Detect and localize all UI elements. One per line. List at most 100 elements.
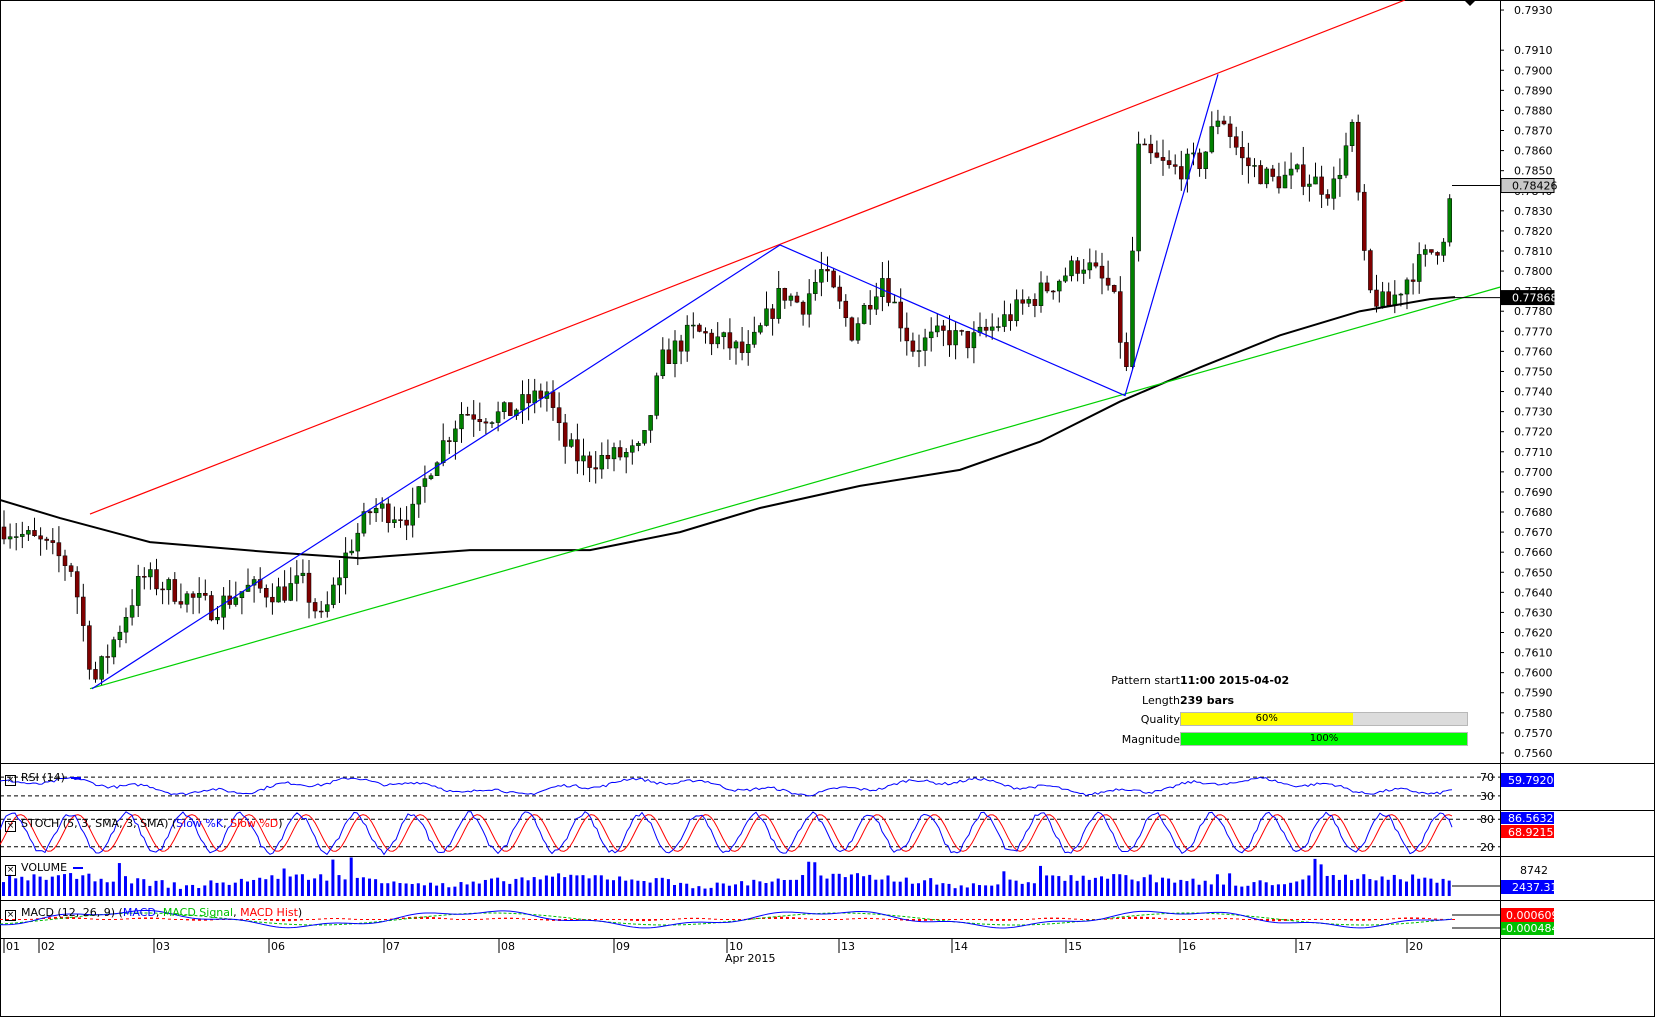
macd-hist-bar bbox=[36, 918, 39, 920]
volume-bar bbox=[258, 877, 262, 896]
candle-body bbox=[1368, 250, 1373, 291]
candle-body bbox=[1032, 299, 1038, 306]
rsi-label: RSI (14) bbox=[21, 771, 65, 784]
volume-bar bbox=[593, 875, 597, 896]
volume-bar bbox=[209, 880, 213, 896]
macd-hist-bar bbox=[930, 919, 933, 921]
candle-body bbox=[843, 300, 849, 319]
volume-bar bbox=[325, 880, 329, 896]
volume-bar bbox=[1124, 875, 1128, 896]
volume-bar bbox=[1234, 885, 1238, 896]
volume-bar bbox=[1002, 871, 1006, 896]
volume-bar bbox=[965, 887, 969, 896]
volume-max-label: 8742 bbox=[1520, 864, 1548, 877]
volume-bar bbox=[868, 874, 872, 896]
candle-body bbox=[294, 575, 300, 584]
macd-hist-bar bbox=[396, 918, 399, 920]
candle-body bbox=[1221, 120, 1227, 125]
volume-bar bbox=[227, 884, 231, 896]
candle-body bbox=[282, 586, 287, 601]
macd-hist-bar bbox=[870, 917, 873, 919]
price-tick-label: 0.7800 bbox=[1514, 265, 1553, 278]
macd-hist-bar bbox=[858, 917, 861, 919]
volume-bar bbox=[904, 877, 908, 896]
stoch-pane-title: × STOCH (5, 3, SMA, 3, SMA) (Slow %K, Slo… bbox=[5, 817, 283, 832]
rsi-value-box bbox=[1501, 773, 1554, 787]
candle-body bbox=[1276, 176, 1282, 189]
macd-hist-bar bbox=[1356, 919, 1359, 921]
candle-body bbox=[1209, 126, 1215, 153]
macd-hist-bar bbox=[1398, 917, 1401, 919]
candle-body bbox=[1154, 152, 1160, 158]
volume-bar bbox=[801, 875, 805, 896]
macd-hist-bar bbox=[1200, 919, 1203, 920]
macd-hist-bar bbox=[1206, 918, 1209, 920]
volume-bar bbox=[551, 876, 554, 896]
candle-body bbox=[630, 445, 635, 453]
candle-body bbox=[1130, 250, 1135, 367]
macd-hist-bar bbox=[30, 918, 33, 920]
price-tick-label: 0.7860 bbox=[1514, 145, 1553, 158]
macd-hist-bar bbox=[492, 918, 495, 920]
volume-bar bbox=[1374, 880, 1378, 896]
candle-body bbox=[1447, 198, 1452, 243]
volume-bar bbox=[837, 873, 841, 896]
macd-value1-box bbox=[1501, 908, 1554, 922]
volume-bar bbox=[1014, 880, 1018, 896]
macd-hist-bar bbox=[792, 917, 795, 919]
volume-bar bbox=[1118, 874, 1122, 896]
volume-bar bbox=[1362, 874, 1366, 896]
volume-bar bbox=[544, 875, 548, 896]
price-tick-label: 0.7630 bbox=[1514, 606, 1553, 619]
close-pane-icon[interactable]: × bbox=[5, 865, 16, 876]
macd-hist-bar bbox=[12, 919, 15, 920]
length-label: Length bbox=[1142, 694, 1180, 707]
macd-hist-bar bbox=[972, 919, 975, 920]
candle-body bbox=[373, 508, 379, 514]
candle-body bbox=[1142, 143, 1147, 146]
volume-bar bbox=[87, 873, 91, 896]
macd-hist-bar bbox=[468, 919, 471, 920]
macd-hist-bar bbox=[1374, 919, 1377, 921]
candle-body bbox=[160, 588, 165, 591]
pattern-zigzag-line bbox=[91, 74, 1219, 690]
candle-body bbox=[166, 579, 171, 591]
macd-hist-bar bbox=[804, 918, 807, 920]
candle-body bbox=[989, 326, 995, 331]
macd-hist-bar bbox=[1278, 919, 1281, 922]
volume-bar bbox=[1392, 874, 1396, 896]
candles bbox=[1, 109, 1452, 686]
macd-hist-bar bbox=[1416, 917, 1419, 919]
candle-body bbox=[410, 503, 415, 526]
volume-bar bbox=[636, 880, 640, 896]
volume-bar bbox=[947, 883, 951, 896]
close-pane-icon[interactable]: × bbox=[5, 821, 16, 832]
macd-hist-bar bbox=[360, 919, 363, 920]
macd-hist-bar bbox=[546, 919, 549, 921]
volume-bar bbox=[1337, 879, 1341, 896]
candle-body bbox=[434, 462, 440, 476]
volume-bar bbox=[910, 883, 914, 896]
macd-hist-bar bbox=[1380, 919, 1383, 920]
volume-bar bbox=[142, 879, 146, 896]
quality-bar: 60% bbox=[1180, 712, 1468, 726]
volume-bar bbox=[1429, 878, 1433, 896]
volume-bar bbox=[526, 880, 530, 896]
volume-bar bbox=[1106, 878, 1110, 896]
candle-body bbox=[349, 550, 354, 554]
volume-bar bbox=[148, 885, 152, 896]
candle-body bbox=[343, 552, 348, 579]
candle-body bbox=[983, 326, 989, 331]
price-tick-label: 0.7750 bbox=[1514, 365, 1553, 378]
close-pane-icon[interactable]: × bbox=[5, 910, 16, 921]
macd-hist-bar bbox=[816, 919, 819, 920]
volume-bar bbox=[978, 885, 981, 896]
candle-body bbox=[727, 332, 733, 349]
macd-hist-bar bbox=[1272, 919, 1275, 922]
macd-hist-bar bbox=[432, 917, 435, 919]
volume-bar bbox=[496, 877, 500, 896]
price-tick-label: 0.7930 bbox=[1514, 4, 1553, 17]
close-pane-icon[interactable]: × bbox=[5, 775, 16, 786]
price-tick-label: 0.7590 bbox=[1514, 687, 1553, 700]
volume-bar bbox=[990, 885, 994, 896]
